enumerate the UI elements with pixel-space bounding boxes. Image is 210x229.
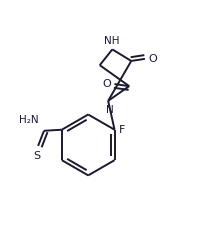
Text: O: O bbox=[102, 79, 111, 89]
Text: F: F bbox=[119, 125, 126, 135]
Text: N: N bbox=[106, 105, 113, 115]
Text: S: S bbox=[33, 150, 41, 161]
Text: NH: NH bbox=[104, 36, 119, 46]
Text: O: O bbox=[148, 54, 157, 64]
Text: H₂N: H₂N bbox=[19, 115, 39, 125]
